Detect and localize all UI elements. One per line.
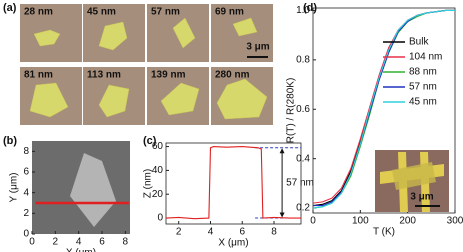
- legend-label: 45 nm: [409, 97, 437, 108]
- x-tick-label: 300: [447, 216, 463, 227]
- plot-area: [312, 9, 455, 209]
- flake: [160, 82, 200, 116]
- y-tick-label: 0.6: [296, 104, 310, 115]
- tile-label: 113 nm: [87, 70, 121, 81]
- tile-label: 280 nm: [215, 70, 250, 81]
- annotation: 57 nm: [286, 178, 314, 189]
- legend-label: 57 nm: [409, 82, 437, 93]
- x-tick-label: 8: [123, 237, 129, 248]
- x-axis-label: X (μm): [218, 238, 248, 249]
- data-line: [312, 9, 455, 209]
- plot-frame: [312, 7, 456, 214]
- x-tick-label: 100: [352, 216, 369, 227]
- x-tick-label: 6: [99, 237, 105, 248]
- y-tick-label: 0: [157, 213, 163, 224]
- legend-label: 88 nm: [409, 67, 437, 78]
- legend-label: 104 nm: [409, 52, 442, 63]
- legend-label: Bulk: [409, 37, 429, 48]
- x-tick-label: 2: [176, 227, 182, 238]
- x-tick-label: 2: [53, 237, 59, 248]
- inset-scale-label: 3 μm: [410, 192, 433, 203]
- y-tick-label: 60: [152, 141, 164, 152]
- flake: [33, 29, 61, 47]
- x-axis-label: T (K): [373, 227, 395, 238]
- scale-bar-label: 3 μm: [246, 42, 269, 53]
- tile-label: 57 nm: [151, 7, 180, 18]
- y-axis-label: R(T) / R(280K): [286, 78, 297, 144]
- panel-label: (c): [143, 135, 157, 147]
- y-axis-label: Z (nm): [143, 169, 154, 198]
- y-tick-label: 40: [152, 165, 164, 176]
- tile-label: 45 nm: [87, 7, 116, 18]
- tile-label: 28 nm: [24, 7, 53, 18]
- y-tick-label: 0: [23, 229, 29, 240]
- flake: [232, 17, 258, 37]
- x-tick-label: 200: [399, 216, 416, 227]
- plot-area: [165, 146, 301, 220]
- flake: [98, 84, 130, 118]
- x-tick-label: 0: [29, 237, 35, 248]
- tile-label: 69 nm: [215, 7, 244, 18]
- flake: [98, 21, 128, 51]
- flake: [172, 17, 196, 49]
- panel-label: (a): [3, 2, 17, 14]
- flake: [29, 82, 69, 118]
- flake: [216, 78, 268, 120]
- y-tick-label: 2: [23, 208, 29, 219]
- y-tick-label: 4: [23, 187, 29, 198]
- x-tick-label: 4: [208, 227, 214, 238]
- data-line: [165, 146, 301, 220]
- inset-flake: [392, 162, 436, 190]
- y-tick-label: 0.8: [296, 55, 310, 66]
- x-axis-label: X (μm): [66, 248, 96, 252]
- y-tick-label: 6: [23, 167, 29, 178]
- tile-label: 139 nm: [151, 70, 186, 81]
- y-tick-label: 0.2: [296, 203, 310, 214]
- x-tick-label: 6: [239, 227, 245, 238]
- plot-frame: [165, 142, 302, 225]
- x-tick-label: 0: [310, 216, 316, 227]
- y-axis-label: Y (μm): [9, 172, 20, 202]
- y-tick-label: 1.0: [296, 5, 310, 16]
- y-tick-label: 8: [23, 146, 29, 157]
- x-tick-label: 8: [271, 227, 277, 238]
- y-tick-label: 20: [152, 189, 164, 200]
- y-tick-label: 0.4: [296, 153, 310, 164]
- afm-flake: [70, 153, 116, 227]
- panel-label: (b): [3, 135, 17, 147]
- x-tick-label: 4: [76, 237, 82, 248]
- tile-label: 81 nm: [24, 70, 53, 81]
